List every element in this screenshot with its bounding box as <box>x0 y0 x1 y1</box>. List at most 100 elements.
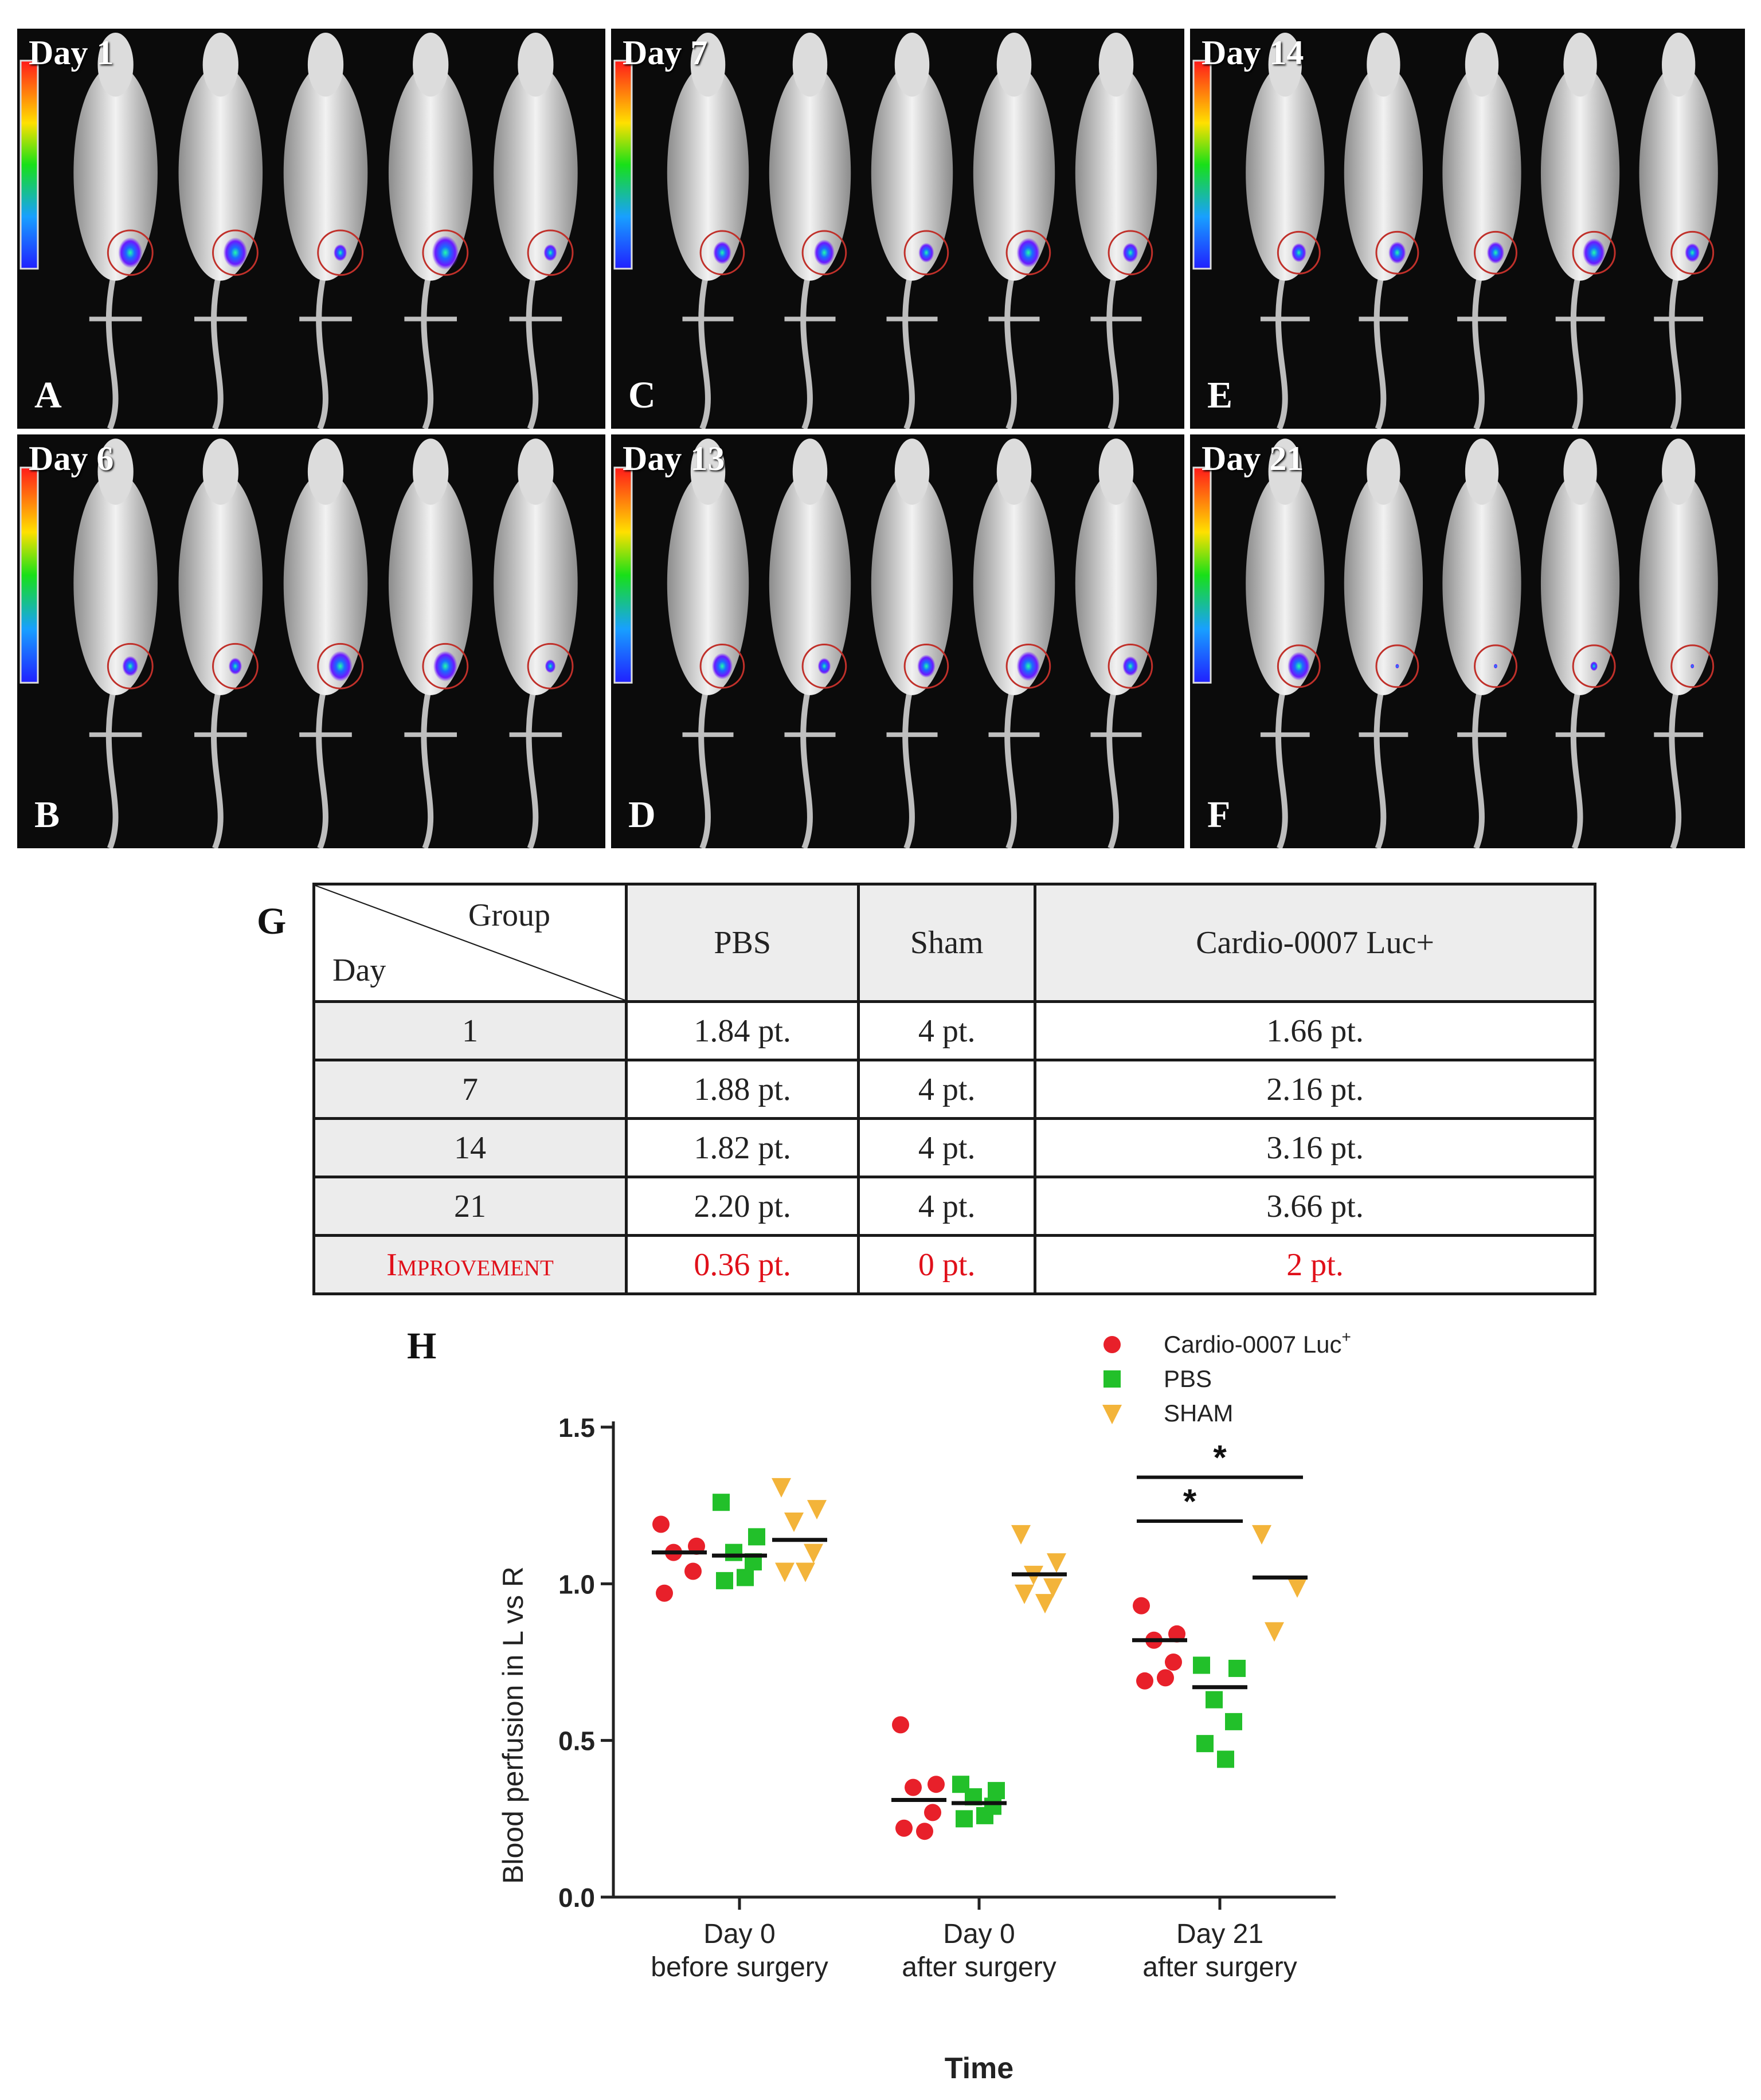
data-point <box>1103 1336 1121 1353</box>
imaging-panel-d: Day 13 D <box>611 434 1184 848</box>
panel-letter: B <box>34 794 60 836</box>
cell-pbs: 2.20 pt. <box>624 1176 860 1237</box>
significance-star: * <box>1213 1438 1227 1476</box>
data-point <box>725 1543 742 1561</box>
column-header-sham: Sham <box>857 883 1037 1003</box>
color-scale-bar <box>613 60 633 270</box>
mouse-image <box>1442 438 1521 848</box>
x-tick-label: Day 21 <box>1176 1919 1263 1949</box>
mouse-image <box>1442 32 1521 429</box>
x-tick-label: after surgery <box>1142 1952 1297 1983</box>
panel-day-label: Day 6 <box>29 440 114 477</box>
data-point <box>784 1513 804 1532</box>
mouse-image <box>667 438 749 848</box>
panel-letter: E <box>1207 374 1233 416</box>
data-point <box>956 1810 973 1828</box>
data-point <box>1196 1735 1214 1753</box>
data-point <box>1157 1669 1174 1687</box>
mouse-image <box>178 438 263 848</box>
mouse-image <box>871 438 953 848</box>
y-tick-label: 1.0 <box>558 1569 595 1599</box>
imaging-panel-f: Day 21 F <box>1190 434 1745 848</box>
panel-day-label: Day 14 <box>1202 34 1304 72</box>
cell-pbs: 1.82 pt. <box>624 1117 860 1178</box>
mouse-image <box>1540 32 1620 429</box>
data-point <box>1011 1525 1031 1545</box>
mouse-image <box>1344 32 1423 429</box>
cell-sham: 4 pt. <box>857 1000 1037 1061</box>
panel-day-label: Day 13 <box>623 440 725 477</box>
mouse-image <box>1639 438 1718 848</box>
column-header-cardio: Cardio-0007 Luc+ <box>1034 883 1596 1003</box>
cell-sham: 4 pt. <box>857 1117 1037 1178</box>
x-tick-label: Day 0 <box>943 1919 1015 1949</box>
table-corner-cell: Group Day <box>312 883 628 1003</box>
data-point <box>772 1478 791 1498</box>
cell-sham: 4 pt. <box>857 1176 1037 1237</box>
mouse-image <box>178 32 263 429</box>
color-scale-bar <box>1192 60 1212 270</box>
table-row: 21 2.20 pt. 4 pt. 3.66 pt. <box>312 1176 1596 1237</box>
table-row: 1 1.84 pt. 4 pt. 1.66 pt. <box>312 1000 1596 1061</box>
mouse-image <box>388 32 473 429</box>
mouse-image <box>1540 438 1620 848</box>
data-point <box>1103 1370 1121 1388</box>
data-point <box>1206 1691 1223 1709</box>
table-corner-day: Day <box>332 953 386 988</box>
cell-cardio: 2.16 pt. <box>1034 1059 1596 1120</box>
cell-pbs: 1.84 pt. <box>624 1000 860 1061</box>
data-point <box>1225 1713 1242 1730</box>
cell-pbs: 1.88 pt. <box>624 1059 860 1120</box>
significance-star: * <box>1183 1482 1197 1521</box>
row-day: 1 <box>312 1000 628 1061</box>
mouse-image <box>73 32 158 429</box>
x-axis-label: Time <box>945 2052 1013 2085</box>
column-header-pbs: PBS <box>624 883 860 1003</box>
data-point <box>1035 1594 1055 1614</box>
data-point <box>1288 1578 1307 1598</box>
panel-letter: F <box>1207 794 1231 836</box>
data-point <box>713 1494 730 1511</box>
panel-day-label: Day 1 <box>29 34 114 72</box>
improvement-cardio: 2 pt. <box>1034 1234 1596 1295</box>
cell-cardio: 3.66 pt. <box>1034 1176 1596 1237</box>
improvement-label: Improvement <box>312 1234 628 1295</box>
mouse-image <box>283 32 368 429</box>
data-point <box>804 1543 823 1564</box>
data-point <box>656 1584 673 1602</box>
color-scale-bar <box>613 467 633 684</box>
legend-label: PBS <box>1164 1365 1212 1392</box>
y-tick-label: 0.5 <box>558 1726 595 1756</box>
mouse-image <box>769 438 851 848</box>
mouse-image <box>1075 438 1157 848</box>
data-point <box>1193 1656 1210 1674</box>
y-tick-label: 1.5 <box>558 1413 595 1443</box>
mouse-image <box>1075 32 1157 429</box>
imaging-panel-a: Day 1 A <box>17 29 605 429</box>
color-scale-bar <box>19 467 39 684</box>
data-point <box>796 1562 815 1582</box>
color-scale-bar <box>1192 467 1212 684</box>
data-point <box>905 1778 922 1796</box>
row-day: 14 <box>312 1117 628 1178</box>
imaging-panel-c: Day 7 C <box>611 29 1184 429</box>
x-tick-label: Day 0 <box>703 1919 775 1949</box>
data-point <box>1047 1553 1066 1573</box>
data-point <box>775 1562 795 1582</box>
mouse-image <box>494 438 578 848</box>
data-point <box>748 1528 765 1546</box>
mouse-image <box>973 438 1055 848</box>
data-point <box>892 1716 909 1734</box>
mouse-image <box>1639 32 1718 429</box>
data-point <box>916 1823 933 1840</box>
improvement-row: Improvement 0.36 pt. 0 pt. 2 pt. <box>312 1234 1596 1295</box>
x-tick-label: before surgery <box>651 1952 828 1983</box>
imaging-panel-e: Day 14 E <box>1190 29 1745 429</box>
imaging-panel-b: Day 6 B <box>17 434 605 848</box>
mouse-image <box>388 438 473 848</box>
data-point <box>1015 1584 1034 1604</box>
score-table: Group Day PBS Sham Cardio-0007 Luc+ 1 1.… <box>312 883 1596 1295</box>
data-point <box>924 1804 941 1821</box>
data-point <box>1043 1578 1063 1598</box>
